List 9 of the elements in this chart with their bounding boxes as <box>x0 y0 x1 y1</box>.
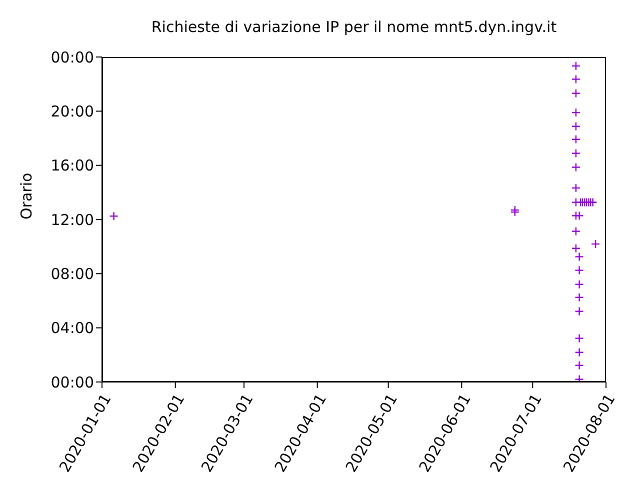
y-axis-title: Orario <box>17 172 36 220</box>
y-tick-label: 00:00 <box>50 48 94 66</box>
y-tick-label: 00:00 <box>50 373 94 392</box>
chart-title: Richieste di variazione IP per il nome mnt5.dyn.ingv.it <box>150 18 558 36</box>
y-tick-label: 16:00 <box>50 156 94 175</box>
y-tick-label: 08:00 <box>50 264 94 283</box>
y-tick-label: 20:00 <box>50 102 94 120</box>
y-tick-label: 12:00 <box>50 210 94 229</box>
y-tick-label: 04:00 <box>50 319 94 338</box>
